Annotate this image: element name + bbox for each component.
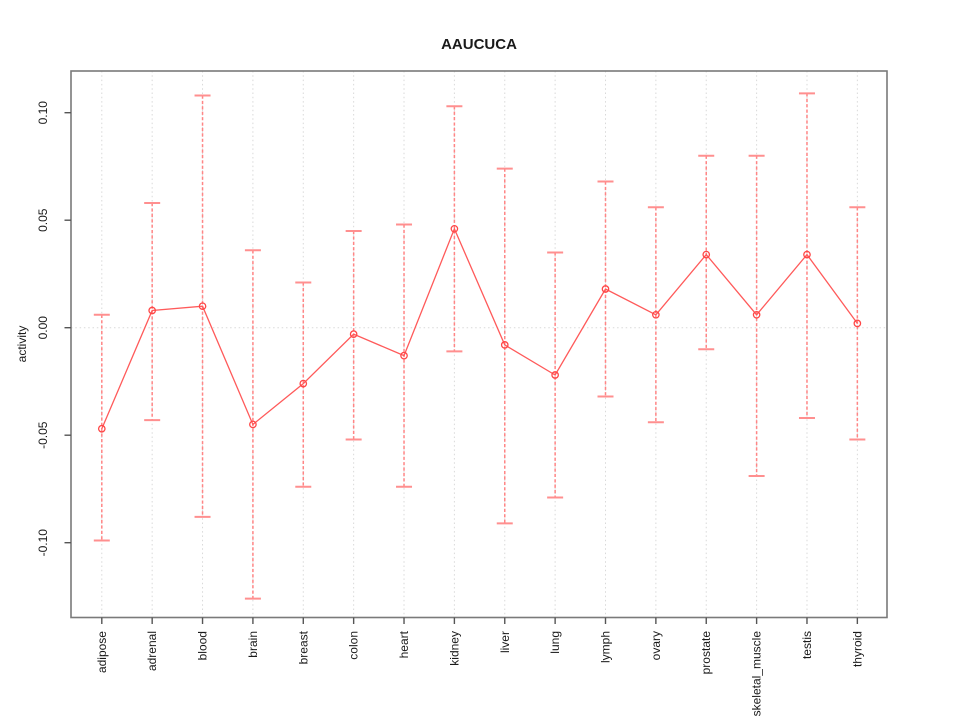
chart-title: AAUCUCA — [441, 36, 517, 53]
data-point-prostate — [702, 250, 711, 259]
y-tick-label--0.10: -0.10 — [36, 529, 50, 557]
data-point-thyroid — [853, 319, 862, 328]
y-tick-label-0.10: 0.10 — [36, 101, 50, 125]
x-tick-label-adrenal: adrenal — [145, 631, 159, 671]
x-tick-label-lymph: lymph — [599, 631, 613, 663]
series-line-activity — [101, 227, 858, 430]
data-point-kidney — [450, 224, 459, 233]
x-tick-label-heart: heart — [397, 630, 411, 658]
x-tick-label-brain: brain — [246, 631, 260, 658]
y-axis-title: activity — [15, 326, 29, 363]
data-point-adipose — [97, 424, 106, 433]
y-tick-label-0.00: 0.00 — [36, 316, 50, 340]
data-point-breast — [299, 379, 308, 388]
x-tick-label-liver: liver — [498, 631, 512, 653]
data-point-heart — [400, 351, 408, 360]
x-tick-label-thyroid: thyroid — [850, 631, 864, 667]
data-point-colon — [349, 330, 358, 338]
x-tick-label-skeletal_muscle: skeletal_muscle — [750, 631, 764, 717]
generated-plot-layers: 0.10 0.05 0.00 -0.05 -0.10 adipose adrenal bloo… — [36, 70, 888, 717]
data-point-adrenal — [148, 306, 157, 315]
data-point-testis — [803, 250, 811, 259]
y-tick-label--0.05: -0.05 — [36, 421, 50, 449]
x-tick-label-kidney: kidney — [447, 631, 461, 666]
x-tick-label-blood: blood — [196, 631, 210, 660]
data-point-lymph — [601, 285, 610, 293]
plot-border — [70, 70, 888, 619]
data-point-lung — [551, 371, 559, 379]
data-point-ovary — [652, 310, 660, 319]
data-point-liver — [500, 341, 509, 349]
x-tick-label-breast: breast — [296, 630, 310, 664]
data-point-blood — [198, 302, 207, 311]
x-tick-label-lung: lung — [548, 631, 562, 654]
x-tick-label-colon: colon — [347, 631, 361, 660]
y-tick-label-0.05: 0.05 — [36, 208, 50, 232]
x-tick-label-testis: testis — [800, 631, 814, 659]
data-point-skeletal_muscle — [752, 310, 761, 319]
x-tick-label-ovary: ovary — [649, 631, 663, 660]
x-tick-label-prostate: prostate — [699, 631, 713, 675]
x-tick-label-adipose: adipose — [95, 631, 109, 673]
data-point-brain — [249, 420, 257, 429]
